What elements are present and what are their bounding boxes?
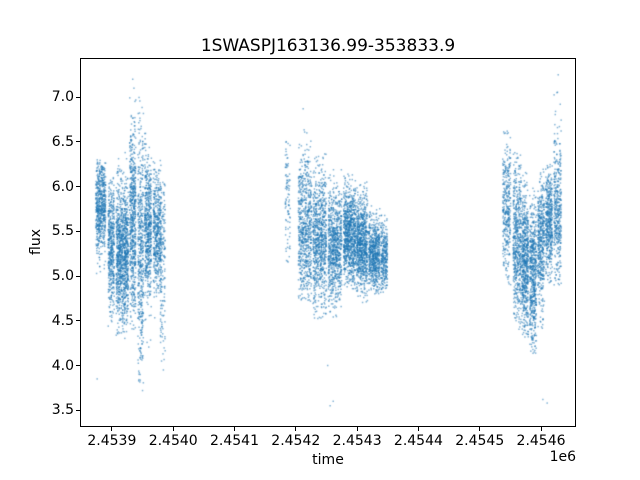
y-tick-mark	[76, 275, 80, 277]
y-tick-label: 6.5	[51, 133, 74, 150]
y-tick-mark	[76, 96, 80, 98]
x-tick-label: 2.4544	[393, 433, 443, 449]
x-tick-label: 2.4540	[148, 433, 198, 449]
y-tick-mark	[76, 230, 80, 232]
y-tick-label: 7.0	[51, 89, 74, 106]
x-tick-mark	[234, 427, 235, 431]
y-tick-mark	[76, 365, 80, 366]
chart-title: 1SWASPJ163136.99-353833.9	[200, 36, 456, 56]
y-tick-label: 4.5	[51, 312, 74, 329]
y-tick-mark	[76, 141, 80, 143]
x-tick-mark	[111, 427, 113, 431]
x-axis-offset-label: 1e6	[549, 449, 576, 465]
y-tick-label: 4.0	[51, 357, 74, 374]
y-tick-label: 5.5	[51, 223, 74, 240]
x-axis-label: time	[312, 452, 344, 468]
y-tick-mark	[76, 320, 80, 322]
y-tick-label: 3.5	[51, 402, 74, 419]
x-tick-mark	[356, 427, 358, 431]
x-tick-label: 2.4542	[271, 433, 321, 449]
x-tick-mark	[479, 427, 481, 431]
y-tick-label: 6.0	[51, 178, 74, 195]
x-tick-mark	[172, 427, 174, 431]
x-tick-label: 2.4539	[87, 433, 137, 449]
x-tick-label: 2.4543	[332, 433, 382, 449]
x-tick-label: 2.4546	[516, 433, 566, 449]
x-tick-mark	[295, 427, 297, 431]
y-tick-label: 5.0	[51, 268, 74, 285]
y-tick-mark	[76, 409, 80, 411]
x-tick-label: 2.4541	[210, 433, 259, 449]
x-tick-mark	[540, 427, 542, 431]
y-tick-mark	[76, 186, 80, 188]
x-tick-label: 2.4545	[455, 433, 505, 449]
x-tick-mark	[417, 427, 419, 431]
scatter-points-canvas	[80, 58, 576, 427]
